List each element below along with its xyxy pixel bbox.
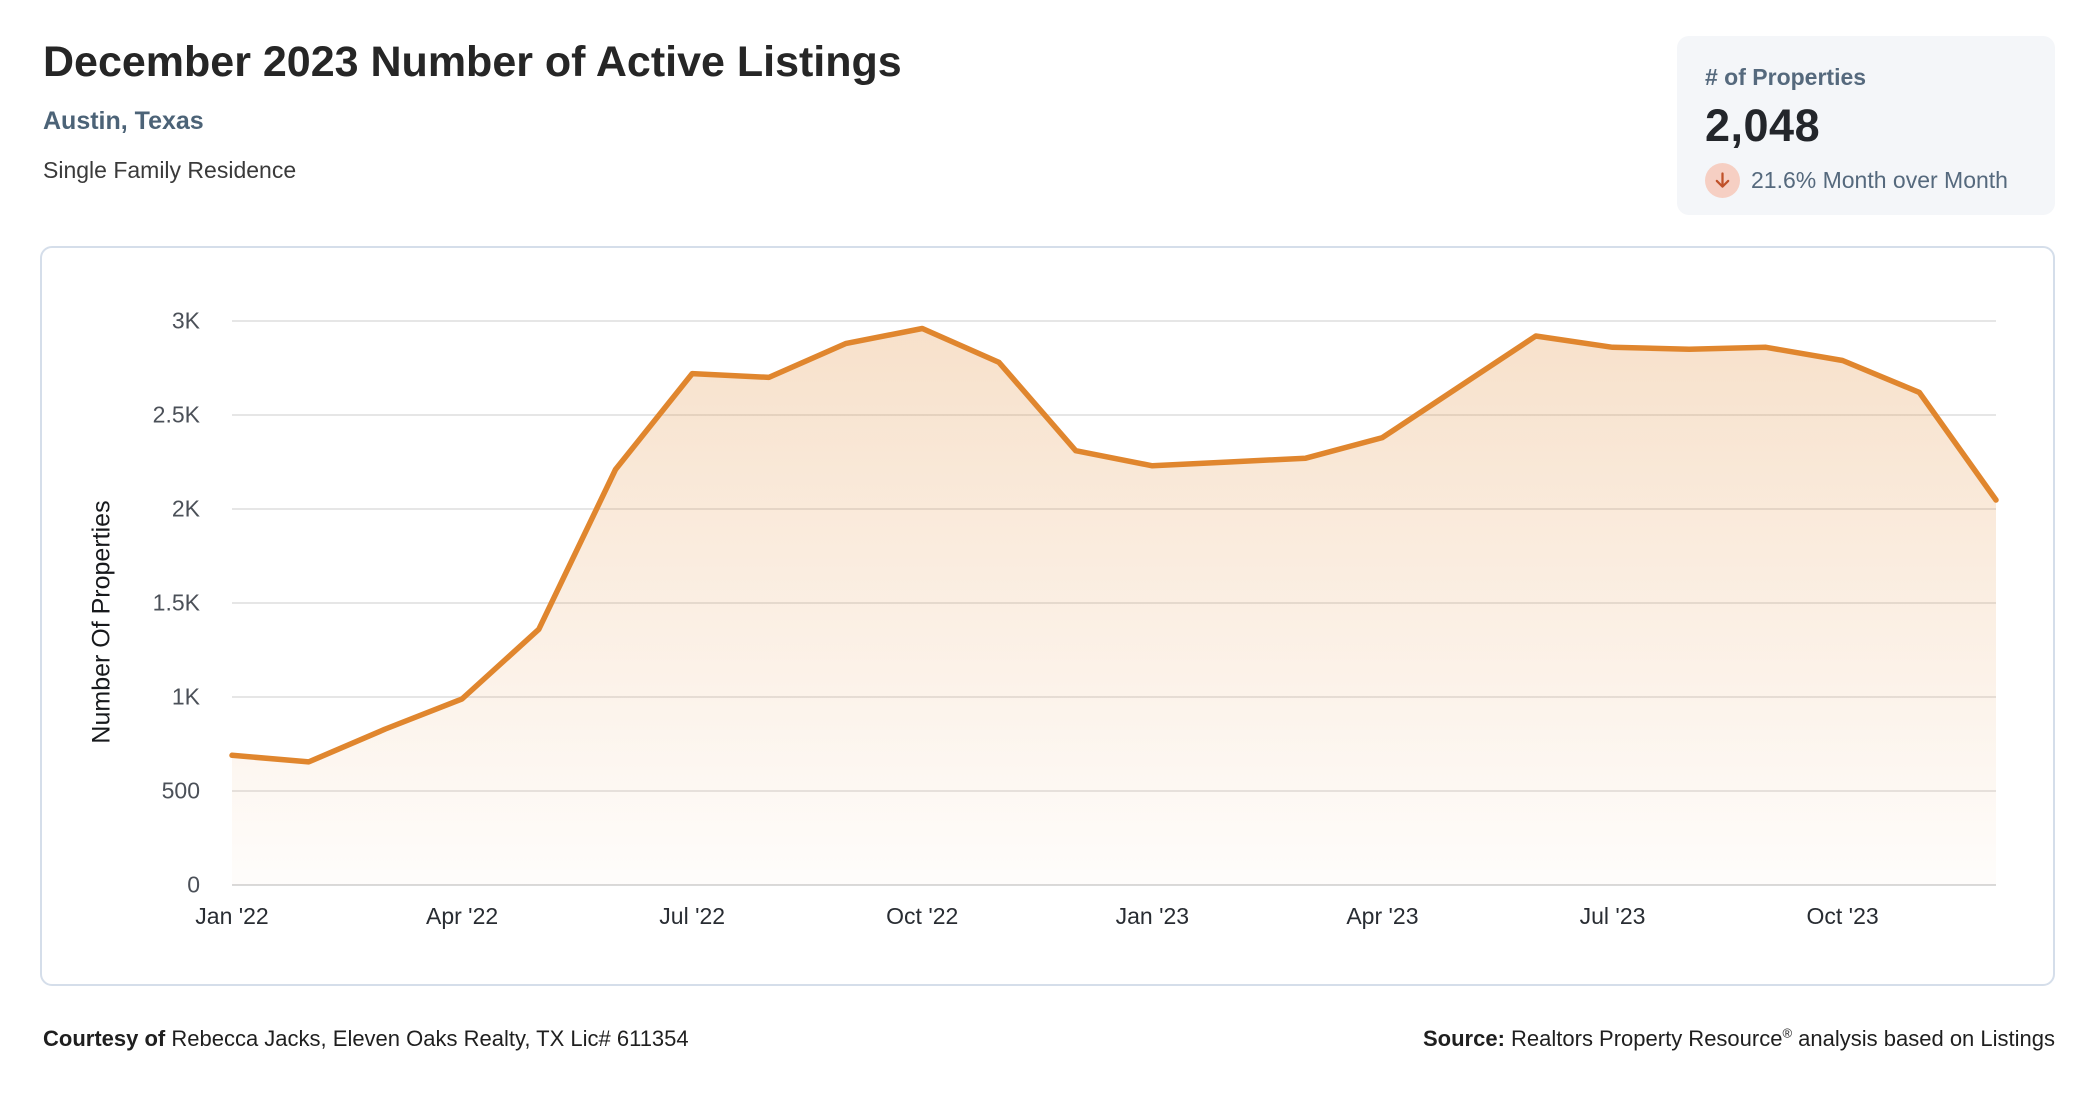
y-tick-label: 0	[187, 871, 200, 898]
x-tick-label: Oct '23	[1806, 903, 1879, 929]
courtesy-prefix: Courtesy of	[43, 1026, 166, 1051]
x-tick-label: Jan '23	[1115, 903, 1190, 929]
x-tick-label: Jan '22	[195, 903, 269, 929]
month-over-month-change: 21.6% Month over Month	[1705, 163, 2035, 198]
y-tick-label: 1K	[171, 683, 200, 710]
down-arrow-icon	[1705, 163, 1740, 198]
location-subtitle: Austin, Texas	[43, 107, 204, 136]
report-footer: Courtesy of Rebecca Jacks, Eleven Oaks R…	[43, 1026, 2055, 1052]
property-type-label: Single Family Residence	[43, 157, 297, 184]
report-header: December 2023 Number of Active Listings …	[43, 38, 902, 184]
x-tick-label: Apr '23	[1346, 903, 1419, 929]
area-fill	[232, 328, 1996, 885]
y-tick-label: 1.5K	[152, 589, 200, 616]
courtesy-body: Rebecca Jacks, Eleven Oaks Realty, TX Li…	[165, 1026, 689, 1051]
courtesy-text: Courtesy of Rebecca Jacks, Eleven Oaks R…	[43, 1026, 689, 1052]
chart-container: Number Of Properties 0 500 1K 1.5K 2K 2.5K 3K …	[40, 246, 2055, 986]
registered-trademark-symbol: ®	[1782, 1025, 1793, 1041]
stat-card-label: # of Properties	[1705, 64, 1867, 90]
x-tick-label: Oct '22	[886, 903, 959, 929]
stat-card-value: 2,048	[1705, 100, 1821, 151]
y-tick-label: 3K	[171, 307, 200, 334]
source-name: Realtors Property Resource	[1504, 1026, 1783, 1051]
x-tick-label: Apr '22	[426, 903, 499, 929]
y-tick-label: 2.5K	[152, 401, 200, 428]
source-prefix: Source:	[1422, 1026, 1505, 1051]
y-tick-label: 2K	[171, 495, 200, 522]
trend-line	[229, 325, 1999, 765]
x-tick-label: Jul '23	[1579, 903, 1646, 929]
source-suffix: analysis based on Listings	[1792, 1026, 2055, 1051]
source-text: Source: Realtors Property Resource® anal…	[1423, 1026, 2055, 1052]
area-chart[interactable]	[42, 248, 2057, 988]
page-title: December 2023 Number of Active Listings	[43, 38, 902, 86]
x-tick-label: Jul '22	[659, 903, 726, 929]
properties-stat-card: # of Properties 2,048 21.6% Month over M…	[1677, 36, 2055, 215]
stat-change-text: 21.6% Month over Month	[1751, 167, 2008, 193]
y-tick-label: 500	[161, 777, 200, 804]
